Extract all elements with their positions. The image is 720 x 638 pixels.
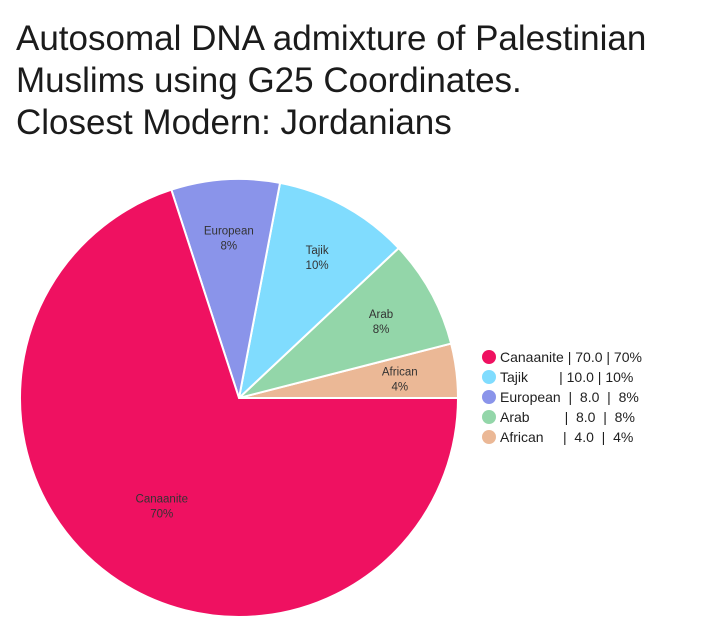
slice-percent-tajik: 10% (306, 260, 329, 272)
slice-percent-african: 4% (391, 382, 408, 394)
pie-slice-tajik (237, 181, 401, 401)
chart-title-line: Closest Modern: Jordanians (16, 103, 452, 142)
chart-title-line: Muslims using G25 Coordinates. (16, 61, 522, 100)
slice-label-arab: Arab (369, 309, 393, 321)
chart-title-line: Autosomal DNA admixture of Palestinian (16, 19, 647, 58)
chart-title: Autosomal DNA admixture of Palestinian M… (16, 18, 646, 144)
legend-swatch-african (482, 430, 496, 444)
slice-label-african: African (382, 367, 418, 379)
legend-swatch-canaanite (482, 350, 496, 364)
slice-percent-arab: 8% (373, 324, 390, 336)
legend-swatch-arab (482, 410, 496, 424)
legend-swatch-tajik (482, 370, 496, 384)
legend-entry-tajik: Tajik | 10.0 | 10% (500, 369, 633, 385)
pie-slice-canaanite (19, 188, 460, 618)
slice-percent-canaanite: 70% (150, 508, 173, 520)
pie-slices (19, 178, 460, 618)
legend-entry-canaanite: Canaanite | 70.0 | 70% (500, 349, 642, 365)
slice-label-canaanite: Canaanite (136, 493, 188, 505)
legend-entry-african: African | 4.0 | 4% (500, 429, 633, 445)
legend-swatch-european (482, 390, 496, 404)
legend-entry-european: European | 8.0 | 8% (500, 389, 639, 405)
slice-percent-european: 8% (221, 240, 238, 252)
legend: Canaanite | 70.0 | 70% Tajik | 10.0 | 10%… (482, 349, 642, 445)
pie-slice-labels: African 4% Arab 8% Tajik 10% European 8% Canaani… (136, 225, 418, 520)
slice-label-european: European (204, 225, 254, 237)
pie-slice-european (170, 178, 282, 399)
legend-entry-arab: Arab | 8.0 | 8% (500, 409, 635, 425)
pie-slice-arab (238, 246, 453, 399)
slice-label-tajik: Tajik (306, 245, 329, 257)
